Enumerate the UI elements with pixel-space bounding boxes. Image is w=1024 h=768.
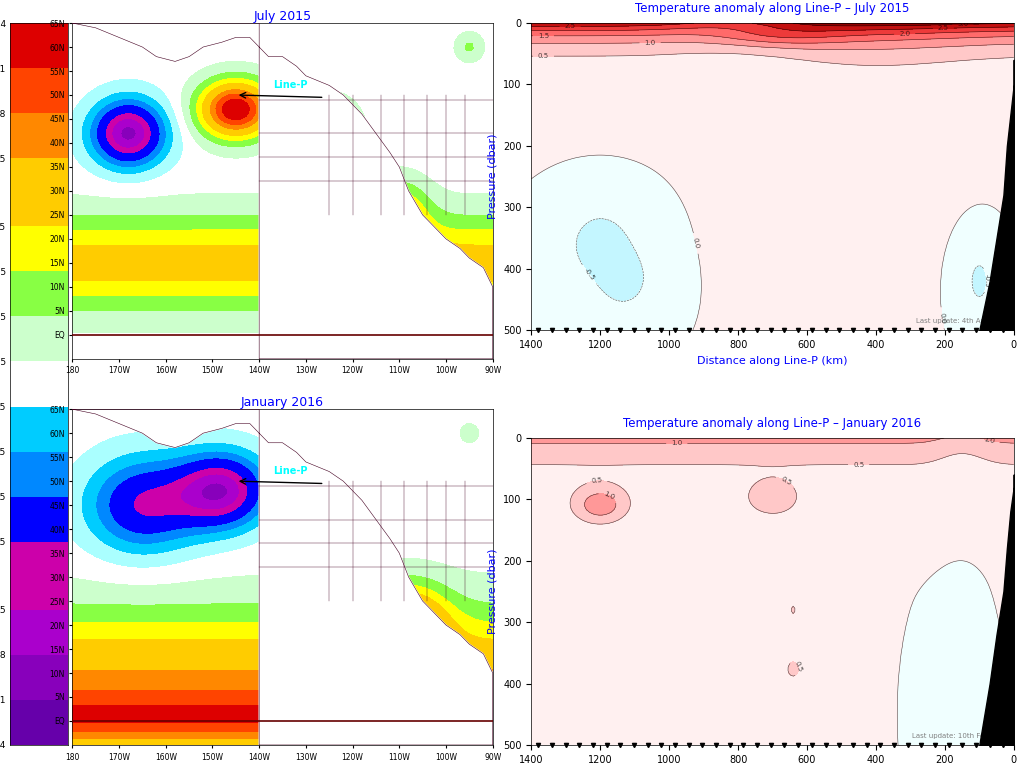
Text: Last update: 10th Feb 2016: Last update: 10th Feb 2016 (912, 733, 1009, 739)
Text: 0.0: 0.0 (692, 237, 700, 250)
Text: 0.0: 0.0 (938, 312, 946, 324)
Text: 2.0: 2.0 (899, 31, 910, 37)
Text: -0.5: -0.5 (583, 267, 596, 282)
Text: 3.0: 3.0 (957, 22, 969, 28)
Text: Last update: 4th Aug 2015: Last update: 4th Aug 2015 (915, 318, 1009, 324)
Text: 0.5: 0.5 (779, 475, 793, 486)
Title: Temperature anomaly along Line-P – July 2015: Temperature anomaly along Line-P – July … (635, 2, 909, 15)
X-axis label: Distance along Line-P (km): Distance along Line-P (km) (697, 356, 848, 366)
Text: -0.5: -0.5 (983, 273, 989, 287)
Text: Line-P: Line-P (273, 80, 307, 90)
Y-axis label: Pressure (dbar): Pressure (dbar) (487, 134, 498, 220)
Title: Temperature anomaly along Line-P – January 2016: Temperature anomaly along Line-P – Janua… (624, 417, 922, 429)
Y-axis label: Pressure (dbar): Pressure (dbar) (487, 548, 498, 634)
Text: 1.0: 1.0 (644, 40, 655, 46)
Polygon shape (259, 47, 493, 359)
Title: January 2016: January 2016 (241, 396, 324, 409)
Title: July 2015: July 2015 (254, 10, 311, 23)
Text: 0.5: 0.5 (794, 660, 803, 673)
Text: 1.5: 1.5 (538, 33, 549, 39)
Text: 0.5: 0.5 (591, 478, 602, 485)
Text: Line-P: Line-P (273, 466, 307, 476)
Polygon shape (73, 409, 259, 448)
Text: 1.0: 1.0 (602, 491, 615, 501)
Text: 0.5: 0.5 (853, 462, 864, 468)
Text: 0.5: 0.5 (538, 53, 549, 59)
Text: 2.5: 2.5 (564, 23, 575, 29)
Polygon shape (259, 433, 493, 745)
Text: 0.0: 0.0 (1006, 717, 1012, 729)
Polygon shape (73, 23, 259, 61)
Text: 1.0: 1.0 (983, 436, 995, 445)
Text: 1.0: 1.0 (671, 440, 682, 446)
Text: 2.5: 2.5 (938, 25, 949, 31)
